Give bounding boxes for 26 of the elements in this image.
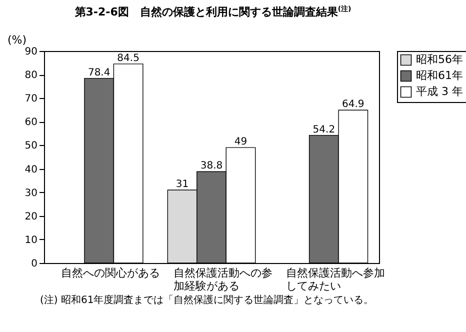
y-tick-label: 40 <box>24 164 38 175</box>
data-label: 54.2 <box>312 124 336 135</box>
y-tick-label: 60 <box>24 116 38 128</box>
data-label: 31 <box>176 178 189 190</box>
data-label: 38.8 <box>200 160 223 172</box>
y-tick-label: 0 <box>31 258 38 270</box>
legend-label: 平成 3 年 <box>416 84 463 98</box>
y-axis-title: (%) <box>7 33 26 46</box>
data-label: 84.5 <box>117 52 140 64</box>
y-tick-label: 90 <box>24 46 38 58</box>
y-tick-label: 80 <box>24 70 38 81</box>
y-tick-label: 50 <box>24 140 38 152</box>
data-label: 78.4 <box>88 66 110 78</box>
chart-title: 第3-2-6図 自然の保護と利用に関する世論調査結果$^{(注)}$ <box>74 4 352 20</box>
data-label: 64.9 <box>342 98 364 110</box>
legend-label: 昭和56年 <box>416 52 463 66</box>
y-tick-label: 30 <box>24 187 38 198</box>
x-tick-label: 自然保護活動へ参加してみたい <box>286 266 385 292</box>
x-tick-label: 自然への関心がある <box>61 266 160 280</box>
x-tick-label: 自然保護活動への参加経験がある <box>174 266 272 292</box>
legend-label: 昭和61年 <box>416 68 463 82</box>
y-tick-label: 20 <box>24 211 38 222</box>
y-tick-label: 10 <box>24 234 38 246</box>
y-tick-label: 70 <box>24 93 38 104</box>
data-label: 49 <box>234 136 248 148</box>
text: (注) 昭和61年度調査までは「自然保護に関する世論調査」となっている。 <box>40 294 375 307</box>
